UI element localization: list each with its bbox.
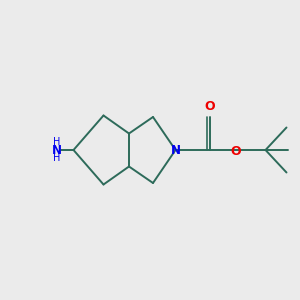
Text: H: H	[53, 136, 61, 147]
Text: H: H	[53, 153, 61, 164]
Text: O: O	[230, 145, 241, 158]
Text: N: N	[170, 143, 181, 157]
Text: N: N	[52, 143, 62, 157]
Text: O: O	[205, 100, 215, 113]
